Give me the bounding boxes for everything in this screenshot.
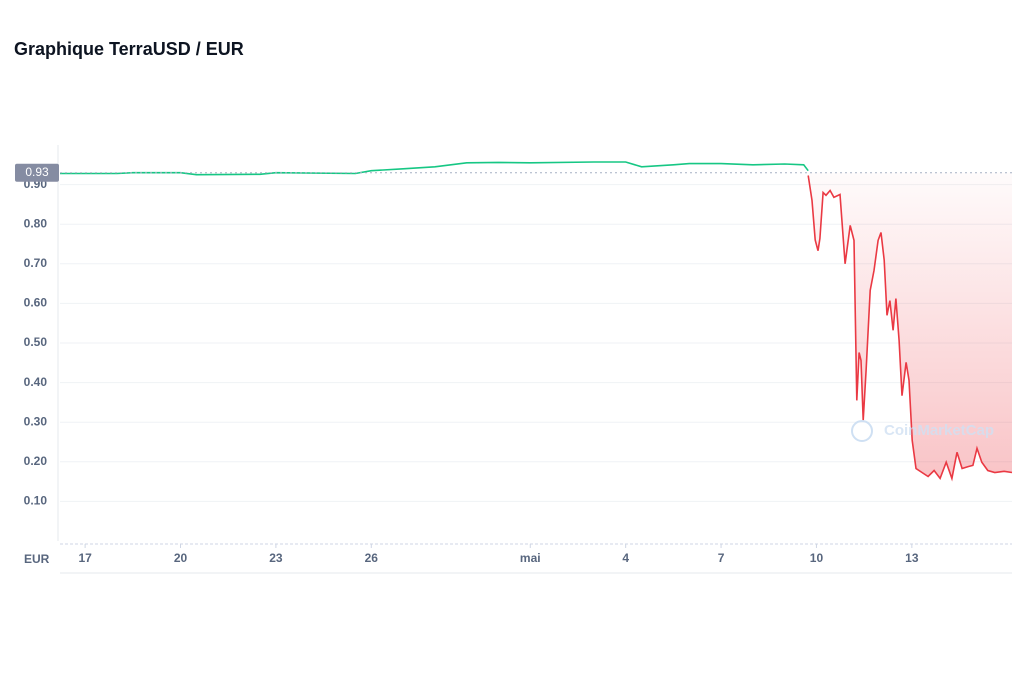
y-tick-label: 0.20: [24, 454, 48, 468]
x-tick-label: 13: [905, 551, 919, 565]
x-tick-label: 26: [365, 551, 379, 565]
y-tick-label: 0.40: [24, 375, 48, 389]
x-tick-label: 20: [174, 551, 188, 565]
x-tick-label: 17: [78, 551, 92, 565]
x-tick-label: mai: [520, 551, 541, 565]
x-tick-label: 23: [269, 551, 283, 565]
x-tick-label: 7: [718, 551, 725, 565]
x-tick-label: 10: [810, 551, 824, 565]
watermark-logo: [851, 420, 873, 442]
y-tick-label: 0.70: [24, 256, 48, 270]
y-tick-label: 0.60: [24, 296, 48, 310]
price-line: [60, 161, 809, 176]
current-price-box: [15, 163, 59, 182]
area: [808, 172, 1012, 479]
x-tick-label: 4: [622, 551, 629, 565]
y-tick-label: 0.30: [24, 414, 48, 428]
y-tick-label: 0.80: [24, 216, 48, 230]
current-price-label: 0.93: [25, 165, 49, 179]
watermark: CoinMarketCap: [884, 422, 994, 439]
currency-label: EUR: [24, 552, 50, 566]
price-line: [807, 175, 1013, 482]
y-tick-label: 0.50: [24, 335, 48, 349]
y-tick-label: 0.10: [24, 494, 48, 508]
chart-title: Graphique TerraUSD / EUR: [14, 39, 244, 59]
